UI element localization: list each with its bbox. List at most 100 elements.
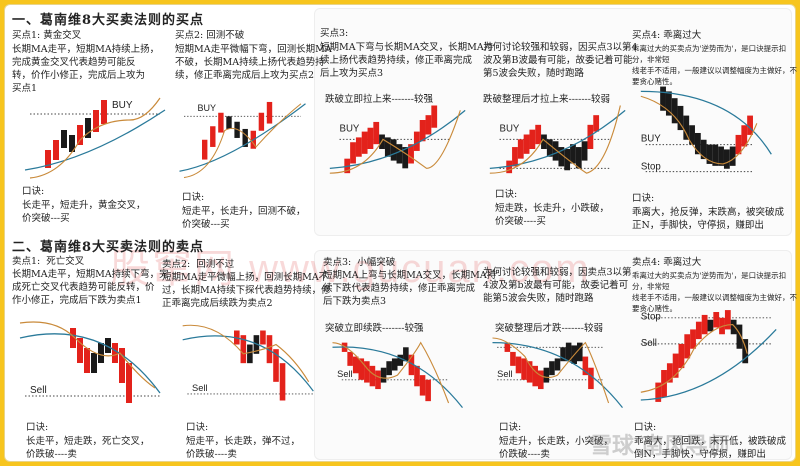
sell-section-title: 二、葛南维8大买卖法则的卖点: [12, 240, 205, 255]
down-candle: [683, 115, 690, 140]
long-ma-line: [19, 333, 161, 394]
down-candle: [560, 347, 566, 362]
buy-section-title: 一、葛南维8大买卖法则的买点: [12, 13, 205, 28]
up-candle: [690, 329, 696, 349]
down-candle: [391, 358, 398, 371]
down-candle: [706, 144, 713, 164]
short-ma-line: [332, 341, 450, 404]
chart-mark-label: BUY: [500, 124, 520, 135]
short-ma-line: [329, 110, 461, 174]
up-candle: [713, 312, 720, 328]
sell1-title: 卖点1: 死亡交叉: [12, 256, 85, 267]
chart-mark-label: Stop: [641, 162, 661, 173]
down-candle: [660, 86, 666, 111]
long-ma-line: [489, 109, 626, 169]
up-candle: [425, 379, 431, 402]
short-ma-line: [183, 103, 302, 179]
up-candle: [523, 134, 530, 154]
sell3-chart-label: 突破立即续跌-------较强: [325, 323, 424, 334]
sell4-rhyme: 乖离大，抢回跌，末升低，被跌破成 倒N，手脚快，守停损，赚即出: [634, 436, 787, 460]
short-ma-line: [492, 337, 610, 404]
sell3b-desc: 为何讨论较强和较弱，因卖点3以第 4波及第b波最有可能，故委记着可 能第5波会失…: [483, 267, 632, 304]
down-candle: [575, 147, 582, 169]
down-candle: [69, 135, 75, 152]
up-candle: [538, 370, 544, 390]
down-candle: [397, 354, 404, 366]
up-candle: [510, 351, 516, 366]
up-candle: [367, 127, 374, 149]
up-candle: [593, 115, 600, 132]
down-candle: [380, 367, 387, 383]
up-candle: [45, 150, 51, 168]
buy1-rhyme-title: 口诀:: [22, 186, 45, 197]
chart-mark-label: Sell: [337, 369, 352, 379]
up-candle: [375, 370, 381, 390]
chart-mark-label: Stop: [641, 312, 661, 323]
long-ma-line: [332, 346, 463, 409]
up-candle: [684, 334, 691, 359]
up-candle: [672, 353, 679, 378]
short-ma-line: [29, 97, 161, 179]
down-candle: [543, 367, 550, 383]
up-candle: [350, 142, 356, 164]
short-ma-line: [19, 321, 156, 389]
down-candle: [736, 324, 743, 349]
down-candle: [694, 132, 701, 155]
up-candle: [504, 342, 511, 352]
long-ma-line: [492, 342, 623, 409]
long-ma-line: [179, 103, 306, 172]
up-candle: [588, 367, 594, 390]
up-candle: [413, 131, 420, 151]
buy3-chart-label: 跌破立即拉上来-------较强: [325, 94, 433, 105]
long-ma-line: [640, 328, 777, 401]
sell1-rhyme-title: 口诀:: [26, 422, 49, 433]
buy4-title: 买点4: 乖离过大: [632, 30, 702, 41]
up-candle: [506, 160, 513, 174]
up-candle: [355, 137, 362, 157]
down-candle: [718, 146, 724, 166]
down-candle: [677, 105, 684, 131]
up-candle: [532, 365, 538, 387]
up-candle: [369, 365, 376, 387]
up-candle: [279, 363, 286, 401]
buy4-desc: 乖离过大的买卖点为'逆势而为'，是口诀提示扣分，非常短 线老手不适用，一般建议以…: [632, 44, 797, 86]
down-candle: [403, 347, 409, 362]
buy1-rhyme: 长走平，短走升，黄金交叉， 价突破---买: [22, 200, 146, 224]
up-candle: [240, 335, 247, 364]
down-candle: [61, 130, 67, 148]
up-candle: [419, 375, 426, 396]
sell2-rhyme-title: 口诀:: [186, 422, 209, 433]
up-candle: [266, 335, 273, 364]
down-candle: [242, 128, 248, 147]
buy1-title: 买点1: 黄金交叉: [12, 30, 82, 41]
long-ma-line: [329, 109, 466, 169]
short-ma-line: [182, 324, 310, 383]
buy4-rhyme-title: 口诀:: [632, 193, 655, 204]
down-candle: [541, 134, 547, 149]
up-candle: [521, 358, 527, 380]
down-candle: [546, 139, 553, 157]
watermark: 股窜网 www.gucuan.com: [110, 247, 591, 291]
up-candle: [70, 328, 76, 348]
up-candle: [101, 100, 107, 124]
up-candle: [582, 356, 589, 376]
down-candle: [549, 361, 555, 376]
down-candle: [98, 343, 104, 363]
down-candle: [689, 125, 695, 145]
up-candle: [361, 131, 368, 154]
chart-mark-label: BUY: [641, 134, 661, 145]
xueqiu-logo: 雪球 南风导师: [590, 433, 730, 459]
chart-mark-label: BUY: [340, 124, 360, 135]
buy2-desc: 短期MA走平微幅下弯，回测长期MA 不破，长期MA持续上扬代表趋势持 续，修正乖…: [175, 44, 332, 81]
down-candle: [554, 358, 561, 371]
up-candle: [741, 125, 748, 147]
up-candle: [517, 139, 524, 159]
buy3-rhyme: 短走跌，长走升，小跌破， 价突破----买: [495, 203, 610, 227]
down-candle: [558, 147, 565, 167]
down-candle: [105, 338, 111, 353]
up-candle: [526, 361, 533, 383]
chart-mark-label: Sell: [497, 369, 512, 379]
up-candle: [587, 124, 594, 149]
up-candle: [266, 101, 273, 124]
up-candle: [364, 361, 370, 383]
